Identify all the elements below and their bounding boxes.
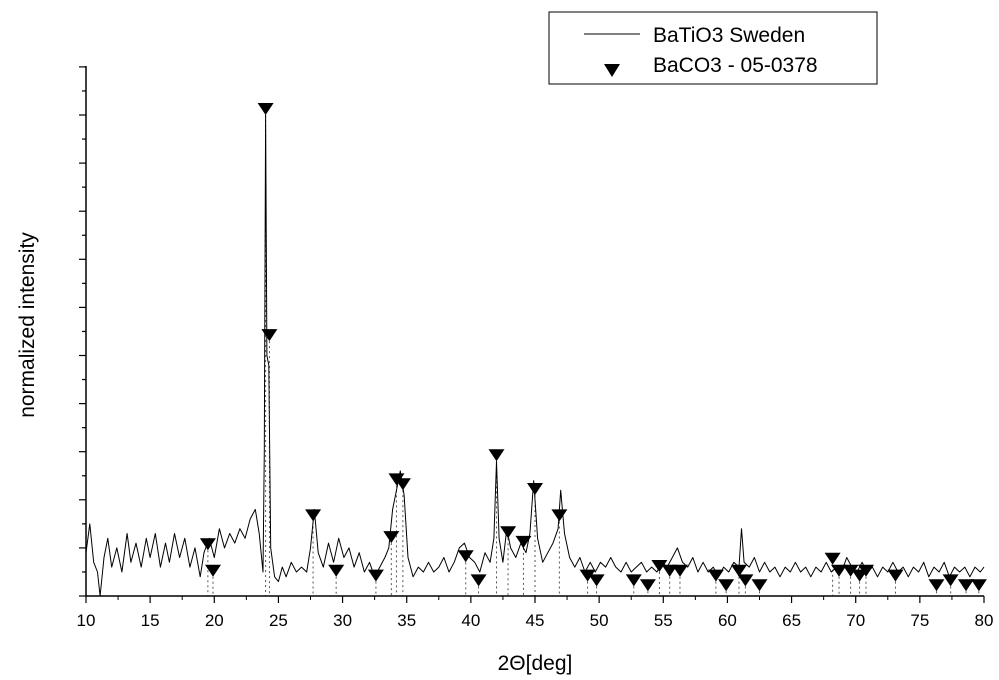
reference-marker: [625, 574, 642, 587]
x-tick-label: 30: [333, 611, 352, 630]
x-tick-label: 55: [654, 611, 673, 630]
reference-marker: [367, 569, 384, 582]
x-tick-label: 75: [910, 611, 929, 630]
reference-marker: [394, 478, 411, 491]
series-line-batio3: [85, 114, 985, 597]
reference-marker: [579, 569, 596, 582]
reference-marker: [707, 569, 724, 582]
legend: BaTiO3 Sweden BaCO3 - 05-0378: [548, 11, 878, 85]
reference-marker: [383, 531, 400, 544]
x-tick-label: 25: [269, 611, 288, 630]
reference-marker: [588, 574, 605, 587]
reference-marker: [672, 564, 688, 577]
x-tick-label: 65: [782, 611, 801, 630]
x-tick-label: 50: [590, 611, 609, 630]
reference-marker: [470, 574, 487, 587]
reference-marker: [737, 574, 754, 587]
x-tick-label: 20: [205, 611, 224, 630]
legend-entry-batio3: BaTiO3 Sweden: [653, 24, 805, 47]
reference-marker: [751, 579, 768, 592]
y-axis-ticks: [79, 66, 86, 597]
reference-marker: [457, 550, 474, 563]
x-axis-ticks: 10 15 20 25 30 35 40 45 50 55 60 65 70 75 80: [77, 596, 994, 630]
x-tick-label: 60: [718, 611, 737, 630]
reference-marker: [824, 552, 841, 565]
reference-marker: [328, 564, 345, 577]
reference-marker: [842, 564, 859, 577]
reference-marker: [731, 564, 747, 577]
reference-marker: [257, 103, 274, 115]
reference-marker: [718, 579, 735, 592]
x-tick-label: 35: [397, 611, 416, 630]
reference-marker: [831, 564, 847, 577]
reference-marker: [887, 569, 904, 582]
series-lines: [85, 114, 985, 597]
reference-marker: [651, 560, 668, 572]
y-axis-title: normalized intensity: [16, 232, 39, 418]
x-tick-label: 40: [461, 611, 480, 630]
reference-marker: [958, 579, 974, 592]
reference-marker: [661, 564, 678, 577]
x-tick-label: 15: [141, 611, 160, 630]
reference-marker: [305, 509, 322, 522]
reference-drop-lines: [207, 115, 980, 596]
reference-marker: [500, 526, 517, 539]
reference-marker: [639, 579, 656, 592]
x-axis-title: 2Θ[deg]: [498, 652, 573, 675]
reference-marker: [261, 329, 278, 342]
reference-marker: [515, 535, 532, 548]
reference-marker: [551, 509, 568, 522]
reference-marker: [942, 574, 959, 587]
legend-triangle-swatch: [604, 64, 620, 77]
reference-marker: [205, 564, 221, 577]
reference-markers: [199, 103, 987, 592]
reference-marker: [199, 538, 216, 551]
reference-marker: [970, 579, 987, 592]
reference-marker: [858, 564, 874, 577]
x-tick-label: 80: [975, 611, 994, 630]
reference-marker: [928, 579, 945, 592]
legend-entry-baco3: BaCO3 - 05-0378: [653, 54, 818, 77]
x-tick-label: 45: [526, 611, 545, 630]
legend-box: [548, 11, 878, 85]
x-tick-label: 70: [846, 611, 865, 630]
reference-marker: [527, 483, 543, 495]
reference-marker: [488, 449, 505, 462]
x-tick-label: 10: [77, 611, 96, 630]
